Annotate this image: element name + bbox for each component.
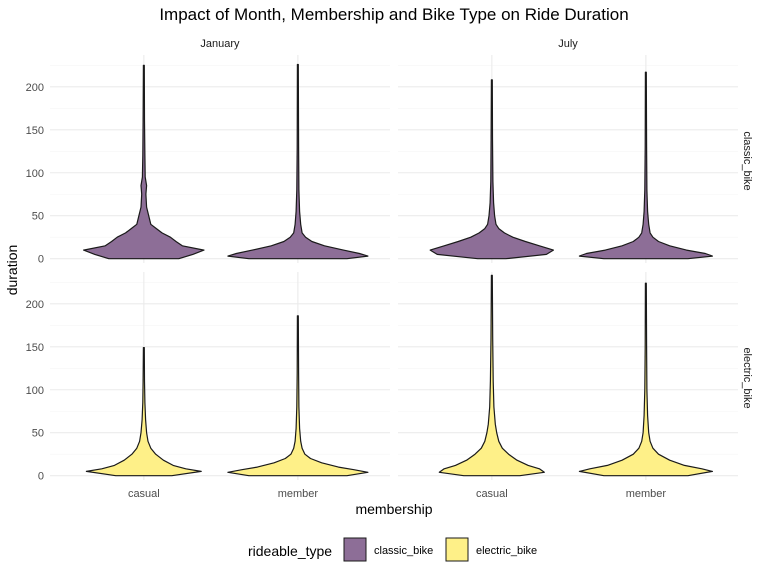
violin-july-classic-bike-casual — [429, 79, 554, 260]
y-tick-label: 0 — [38, 471, 44, 483]
x-tick-label: member — [278, 488, 319, 500]
facet-panels — [50, 55, 738, 480]
strip-label-electric-bike: electric_bike — [741, 347, 753, 408]
x-axis-title: membership — [355, 501, 432, 517]
violin-january-electric-bike-member — [227, 315, 369, 477]
violin-january-classic-bike-casual — [83, 64, 205, 260]
y-tick-label: 150 — [26, 125, 44, 137]
x-tick-labels: casual member casual member — [128, 488, 666, 500]
violin-july-electric-bike-casual — [438, 274, 545, 477]
violin-july-electric-bike-member — [578, 282, 713, 477]
panel-july-electric-bike — [398, 272, 738, 480]
y-tick-label: 150 — [26, 342, 44, 354]
panel-january-electric-bike — [50, 272, 390, 480]
x-tick-label: member — [626, 488, 667, 500]
legend-label-electric-bike: electric_bike — [476, 545, 537, 557]
y-axis-title: duration — [4, 245, 20, 296]
panel-january-classic-bike — [50, 55, 390, 263]
legend-key-electric-bike — [445, 537, 469, 562]
violin-january-electric-bike-casual — [85, 347, 202, 477]
y-tick-labels: 0 50 100 150 200 0 50 100 150 200 — [26, 82, 44, 483]
y-tick-label: 100 — [26, 385, 44, 397]
chart-title: Impact of Month, Membership and Bike Typ… — [159, 5, 628, 24]
y-tick-label: 200 — [26, 299, 44, 311]
y-tick-label: 200 — [26, 82, 44, 94]
y-tick-label: 50 — [32, 428, 44, 440]
strip-label-classic-bike: classic_bike — [741, 131, 753, 190]
x-tick-label: casual — [476, 488, 508, 500]
panel-july-classic-bike — [398, 55, 738, 263]
y-tick-label: 100 — [26, 168, 44, 180]
legend: rideable_type classic_bike electric_bike — [248, 537, 537, 562]
violin-july-classic-bike-member — [578, 71, 713, 260]
legend-label-classic-bike: classic_bike — [374, 545, 433, 557]
strip-label-january: January — [200, 38, 240, 50]
legend-title: rideable_type — [248, 543, 332, 559]
y-tick-label: 50 — [32, 211, 44, 223]
legend-key-classic-bike — [343, 537, 367, 562]
strip-label-july: July — [558, 38, 578, 50]
y-tick-label: 0 — [38, 254, 44, 266]
x-tick-label: casual — [128, 488, 160, 500]
violin-january-classic-bike-member — [227, 63, 369, 260]
